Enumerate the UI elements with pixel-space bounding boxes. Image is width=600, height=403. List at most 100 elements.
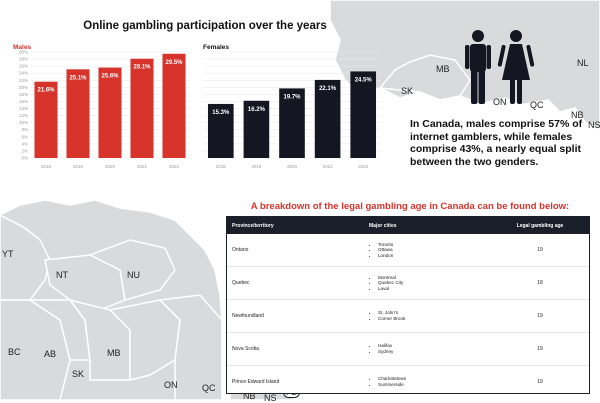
- male-female-icon: [465, 30, 535, 104]
- city-item: Summerside: [378, 382, 491, 388]
- y-tick-label: 8%: [21, 127, 28, 132]
- header-age: Legal gambling age: [516, 222, 564, 229]
- map-label-ab: AB: [44, 349, 57, 359]
- cell-cities: CharlottetownSummerside: [369, 376, 491, 387]
- females-panel-title: Females: [203, 44, 230, 51]
- map-label-nt: NT: [56, 270, 68, 280]
- females-bar-chart: 15.3% 2018 16.2% 2019 19.7% 2020 22.1% 2021 24.5…: [203, 51, 381, 169]
- y-tick-label: 4%: [21, 141, 28, 146]
- header-cities: Major cities: [369, 222, 397, 229]
- table-body: Ontario TorontoOttawaLondon 19 Quebec Montre…: [227, 234, 589, 393]
- bar: [279, 88, 305, 158]
- bar: [243, 100, 270, 158]
- cell-age: 19: [537, 313, 543, 319]
- table-header-row: Province/territory Major cities Legal ga…: [227, 217, 589, 234]
- x-tick-label: 2018: [41, 164, 52, 169]
- header-province: Province/territory: [232, 222, 274, 229]
- bar-value-label: 21.6%: [37, 88, 55, 94]
- map-label-on: ON: [493, 97, 507, 107]
- cell-province: Prince Edward Island: [232, 379, 280, 385]
- map-label-bc: BC: [8, 347, 21, 357]
- map-label-ns-2: NS: [264, 393, 277, 403]
- bar-value-label: 28.1%: [133, 65, 151, 71]
- gambling-age-table: Province/territory Major cities Legal ga…: [226, 216, 590, 394]
- city-item: Laval: [378, 286, 491, 292]
- x-tick-label: 2021: [323, 164, 334, 169]
- map-label-sk-2: SK: [72, 369, 85, 379]
- map-label-mb-2: MB: [107, 348, 121, 358]
- bar: [66, 69, 90, 158]
- y-tick-label: 20%: [19, 85, 28, 90]
- cell-cities: TorontoOttawaLondon: [369, 242, 491, 259]
- cell-province: Quebec: [232, 280, 250, 286]
- table-row: Prince Edward Island CharlottetownSummers…: [227, 366, 589, 393]
- city-item: Ottawa: [378, 247, 491, 253]
- table-row: Newfoundland St. John'sCorner Brook 19: [227, 300, 589, 333]
- y-tick-label: 2%: [21, 148, 28, 153]
- y-tick-label: 0%: [21, 156, 28, 161]
- cell-province: Nova Scotia: [232, 346, 259, 352]
- city-item: St. John's: [378, 310, 491, 316]
- y-tick-label: 6%: [21, 134, 28, 139]
- males-panel-title: Males: [13, 44, 32, 51]
- bar-value-label: 25.1%: [69, 75, 87, 81]
- bar-value-label: 24.5%: [355, 77, 373, 83]
- city-item: London: [378, 253, 491, 259]
- bar-value-label: 22.1%: [319, 86, 337, 92]
- cell-age: 19: [537, 379, 543, 385]
- city-item: Halifax: [378, 343, 491, 349]
- y-tick-label: 24%: [19, 71, 28, 76]
- y-tick-label: 18%: [19, 92, 28, 97]
- y-tick-label: 22%: [19, 78, 28, 83]
- bar: [350, 71, 377, 158]
- cell-province: Ontario: [232, 247, 249, 253]
- city-item: Montreal: [378, 275, 491, 281]
- bar: [130, 58, 154, 158]
- map-label-mb: MB: [436, 64, 450, 74]
- cell-age: 19: [537, 346, 543, 352]
- y-tick-label: 26%: [19, 64, 28, 69]
- y-tick-label: 28%: [19, 57, 28, 62]
- bar-value-label: 25.6%: [101, 74, 119, 80]
- map-label-yt: YT: [2, 249, 14, 259]
- map-label-nu: NU: [127, 270, 140, 280]
- x-tick-label: 2021: [137, 164, 148, 169]
- bar-value-label: 29.5%: [165, 60, 183, 66]
- y-tick-label: 12%: [19, 113, 28, 118]
- x-tick-label: 2019: [73, 164, 84, 169]
- cell-cities: St. John'sCorner Brook: [369, 310, 491, 321]
- cell-age: 19: [537, 247, 543, 253]
- map-label-nb-2: NB: [243, 391, 256, 401]
- map-label-nl: NL: [577, 58, 589, 68]
- y-tick-label: 10%: [19, 120, 28, 125]
- bar-value-label: 16.2%: [248, 107, 266, 113]
- city-item: Sydney: [378, 349, 491, 355]
- bar-value-label: 15.3%: [212, 110, 230, 116]
- bar: [162, 53, 186, 159]
- map-label-qc-2: QC: [202, 383, 216, 393]
- map-label-sk: SK: [401, 86, 414, 96]
- city-item: Quebec City: [378, 280, 491, 286]
- gender-split-text: In Canada, males comprise 57% of interne…: [410, 118, 583, 168]
- cell-cities: MontrealQuebec CityLaval: [369, 275, 491, 292]
- breakdown-heading: A breakdown of the legal gambling age in…: [250, 201, 570, 212]
- x-tick-label: 2022: [358, 164, 369, 169]
- x-tick-label: 2019: [251, 164, 262, 169]
- city-item: Charlottetown: [378, 376, 491, 382]
- city-item: Corner Brook: [378, 316, 491, 322]
- x-tick-label: 2020: [105, 164, 116, 169]
- city-item: Toronto: [378, 242, 491, 248]
- bar: [207, 103, 234, 158]
- map-label-ns: NS: [588, 120, 600, 130]
- bar-value-label: 19.7%: [283, 94, 301, 100]
- cell-age: 18: [537, 280, 543, 286]
- x-tick-label: 2018: [216, 164, 227, 169]
- bar: [98, 67, 122, 158]
- y-tick-label: 30%: [19, 50, 28, 55]
- map-label-nb: NB: [571, 110, 584, 120]
- x-tick-label: 2020: [287, 164, 298, 169]
- y-tick-label: 16%: [19, 99, 28, 104]
- males-bar-chart: 0% 2% 4% 6% 8% 10% 12% 14% 16% 18% 20% 22% 24% 26% 28%…: [19, 50, 190, 169]
- cell-province: Newfoundland: [232, 313, 264, 319]
